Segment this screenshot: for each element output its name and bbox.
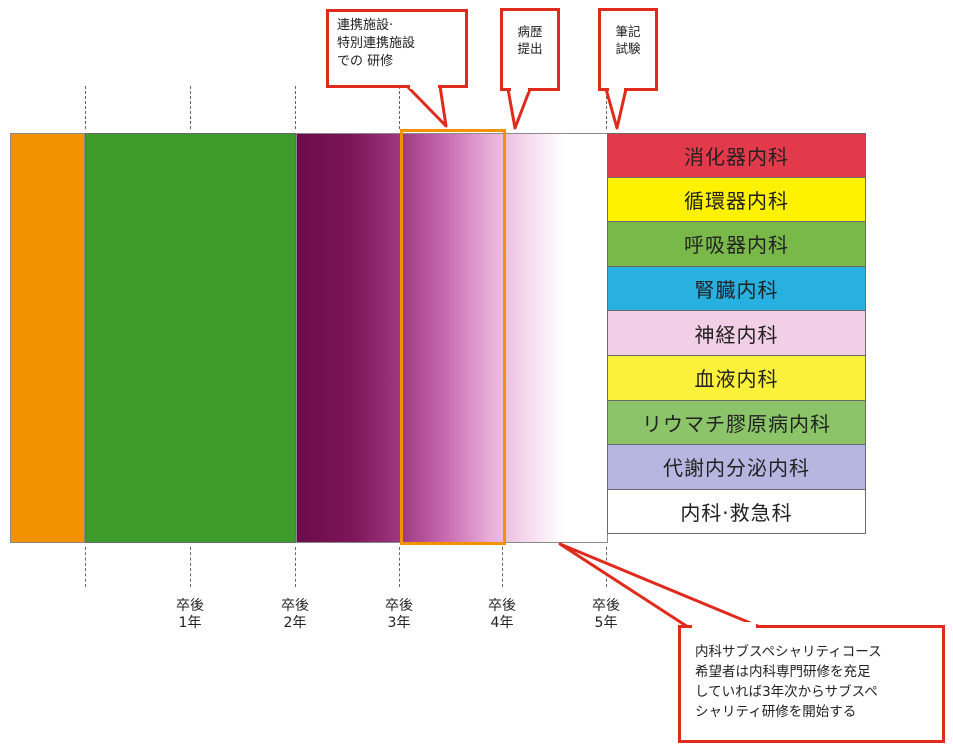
legend-row-endocrinology: 代謝内分泌内科 (607, 445, 866, 490)
tick-bottom-1 (190, 547, 191, 587)
byoreki-callout-line: 病歴 (517, 24, 543, 39)
tick-bottom-3 (399, 547, 400, 587)
year-label-2: 卒後 2年 (281, 598, 309, 631)
subspecialty-callout-line: 内科サブスペシャリティコース (695, 644, 882, 660)
tick-top-3 (399, 86, 400, 129)
year-label-4: 卒後 4年 (488, 598, 516, 631)
renkei-callout-line: での 研修 (337, 54, 394, 69)
tick-top-1 (190, 86, 191, 129)
renkei-tail-join (410, 83, 438, 89)
year-label-1: 卒後 1年 (176, 598, 204, 631)
byoreki-callout-line: 提出 (517, 41, 543, 56)
renkei-training-callout: 連携施設· 特別連携施設 での 研修 (326, 9, 468, 88)
subspecialty-callout-line: シャリティ研修を開始する (695, 704, 857, 720)
tick-top-5 (606, 86, 607, 129)
subspecialty-callout-line: 希望者は内科専門研修を充足 (695, 664, 871, 680)
specialty-legend: 消化器内科 循環器内科 呼吸器内科 腎臓内科 神経内科 血液内科 リウマチ膠原病… (607, 133, 866, 535)
tick-bottom-4 (502, 547, 503, 587)
byoreki-callout-tail (506, 87, 532, 130)
legend-row-general-emergency: 内科·救急科 (607, 489, 866, 535)
legend-row-nephrology: 腎臓内科 (607, 266, 866, 312)
hikki-callout-tail (604, 87, 628, 130)
renkei-callout-tail (405, 84, 448, 128)
hikki-exam-callout: 筆記 試験 (598, 8, 658, 91)
renkei-callout-line: 特別連携施設 (337, 36, 416, 51)
tick-bottom-0 (85, 547, 86, 587)
hikki-callout-line: 試験 (615, 41, 641, 56)
legend-row-respiratory: 呼吸器内科 (607, 222, 866, 267)
subspecialty-course-callout: 内科サブスペシャリティコース 希望者は内科専門研修を充足 していれば3年次からサ… (678, 625, 945, 743)
legend-row-rheumatology: リウマチ膠原病内科 (607, 400, 866, 446)
byoreki-tail-join (511, 86, 528, 92)
legend-row-neurology: 神経内科 (607, 311, 866, 356)
legend-row-gastroenterology: 消化器内科 (607, 133, 866, 178)
year-label-5: 卒後 5年 (592, 598, 620, 631)
subspecialty-callout-line: していれば3年次からサブスペ (695, 684, 878, 700)
tick-top-2 (295, 86, 296, 129)
subspecialty-tail-join (692, 622, 756, 629)
hikki-callout-line: 筆記 (615, 24, 641, 39)
affiliated-training-highlight (400, 129, 506, 545)
subspecialty-callout-tail (558, 542, 762, 629)
tick-bottom-2 (295, 547, 296, 587)
hikki-tail-join (609, 86, 624, 92)
tick-top-0 (85, 86, 86, 129)
legend-row-cardiology: 循環器内科 (607, 177, 866, 223)
orange-period-band (10, 133, 85, 543)
byoreki-submission-callout: 病歴 提出 (500, 8, 560, 91)
year-label-3: 卒後 3年 (385, 598, 413, 631)
renkei-callout-line: 連携施設· (337, 18, 394, 33)
green-period-band (85, 133, 296, 543)
legend-row-hematology: 血液内科 (607, 355, 866, 401)
